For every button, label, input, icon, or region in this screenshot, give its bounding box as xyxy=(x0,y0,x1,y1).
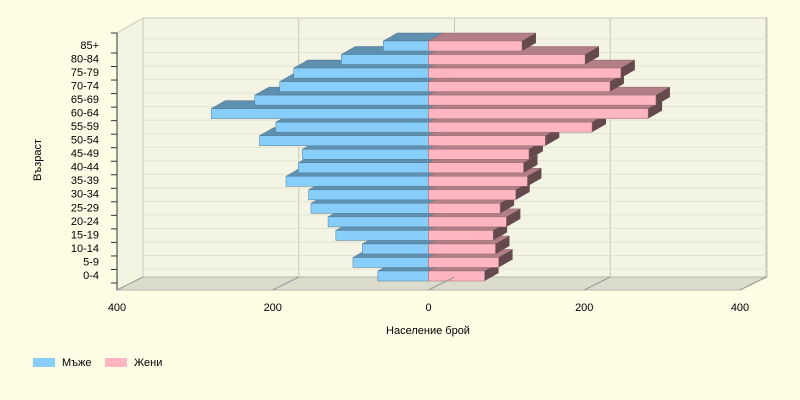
bar xyxy=(377,270,429,282)
y-axis-title: Възраст xyxy=(32,139,44,181)
bar xyxy=(327,216,429,228)
bar-side xyxy=(506,208,521,227)
bar xyxy=(352,257,429,268)
bar-side xyxy=(620,60,635,79)
x-tick xyxy=(584,276,611,291)
bar xyxy=(428,54,586,65)
legend-swatch xyxy=(33,358,55,367)
bar xyxy=(302,148,429,160)
bar-side xyxy=(495,235,510,254)
bar xyxy=(308,189,429,201)
bar xyxy=(428,121,593,133)
left-wall xyxy=(116,17,144,291)
bar-top xyxy=(427,32,537,42)
y-tick-label: 85+ xyxy=(80,40,99,52)
bar-side xyxy=(523,154,538,173)
x-tick xyxy=(739,276,767,291)
bar xyxy=(285,176,429,187)
bar xyxy=(293,67,429,79)
y-tick-label: 15-19 xyxy=(71,229,99,241)
bar-side xyxy=(521,33,536,51)
bar xyxy=(428,40,523,52)
y-tick-label: 45-49 xyxy=(71,148,99,160)
x-tick-label: 400 xyxy=(108,302,126,314)
bar xyxy=(383,40,429,52)
bar xyxy=(341,54,429,65)
y-tick-label: 70-74 xyxy=(71,80,99,92)
x-tick xyxy=(116,276,144,291)
bar xyxy=(428,270,485,282)
bar xyxy=(428,162,524,174)
bar xyxy=(335,230,429,241)
axes: 400 200 0 200 4000-45-910-1415-1920-2425-293… xyxy=(71,32,767,314)
x-tick xyxy=(428,276,455,291)
y-tick-label: 25-29 xyxy=(71,202,99,214)
y-tick-label: 10-14 xyxy=(71,243,99,255)
x-tick-label: 200 xyxy=(264,302,282,314)
legend-label: Жени xyxy=(134,357,162,369)
y-tick-label: 55-59 xyxy=(71,121,99,133)
legend-swatch xyxy=(105,358,127,367)
x-tick-label: 0 xyxy=(425,302,431,314)
y-tick-label: 80-84 xyxy=(71,53,99,65)
y-tick-label: 0-4 xyxy=(83,270,99,282)
bars xyxy=(210,32,671,282)
bar xyxy=(428,94,657,106)
bar-side xyxy=(527,168,542,187)
y-tick-label: 40-44 xyxy=(71,162,99,174)
legend: Мъже Жени xyxy=(33,357,162,369)
y-tick-label: 30-34 xyxy=(71,189,99,201)
bar-side xyxy=(648,100,663,119)
y-tick-label: 65-69 xyxy=(71,94,99,106)
bar xyxy=(428,189,516,201)
bar xyxy=(298,162,429,174)
legend-label: Мъже xyxy=(62,357,92,369)
bar-side xyxy=(585,46,600,65)
bar xyxy=(428,243,496,255)
bar xyxy=(428,216,507,228)
y-tick-label: 5-9 xyxy=(83,256,99,268)
bar xyxy=(428,81,611,92)
bar xyxy=(362,243,429,255)
y-tick-label: 50-54 xyxy=(71,135,99,147)
y-tick-label: 35-39 xyxy=(71,175,99,187)
bar xyxy=(428,203,501,214)
x-axis-title: Население брой xyxy=(386,325,470,337)
bar xyxy=(428,230,494,241)
bar xyxy=(275,121,429,133)
y-tick-label: 60-64 xyxy=(71,108,99,120)
bar xyxy=(259,135,429,146)
bar xyxy=(428,257,499,268)
bar xyxy=(428,148,530,160)
bar xyxy=(428,67,622,79)
bar xyxy=(428,135,546,146)
bar xyxy=(210,108,429,119)
y-tick-label: 75-79 xyxy=(71,67,99,79)
bar-side xyxy=(498,249,513,268)
bar-side xyxy=(655,87,670,106)
y-tick-label: 20-24 xyxy=(71,216,99,228)
x-tick xyxy=(272,276,299,291)
bar xyxy=(279,81,429,92)
bar xyxy=(428,176,528,187)
x-tick-label: 200 xyxy=(575,302,593,314)
bar xyxy=(254,94,429,106)
bar xyxy=(310,203,429,214)
x-tick-label: 400 xyxy=(731,302,749,314)
bar xyxy=(428,108,649,119)
